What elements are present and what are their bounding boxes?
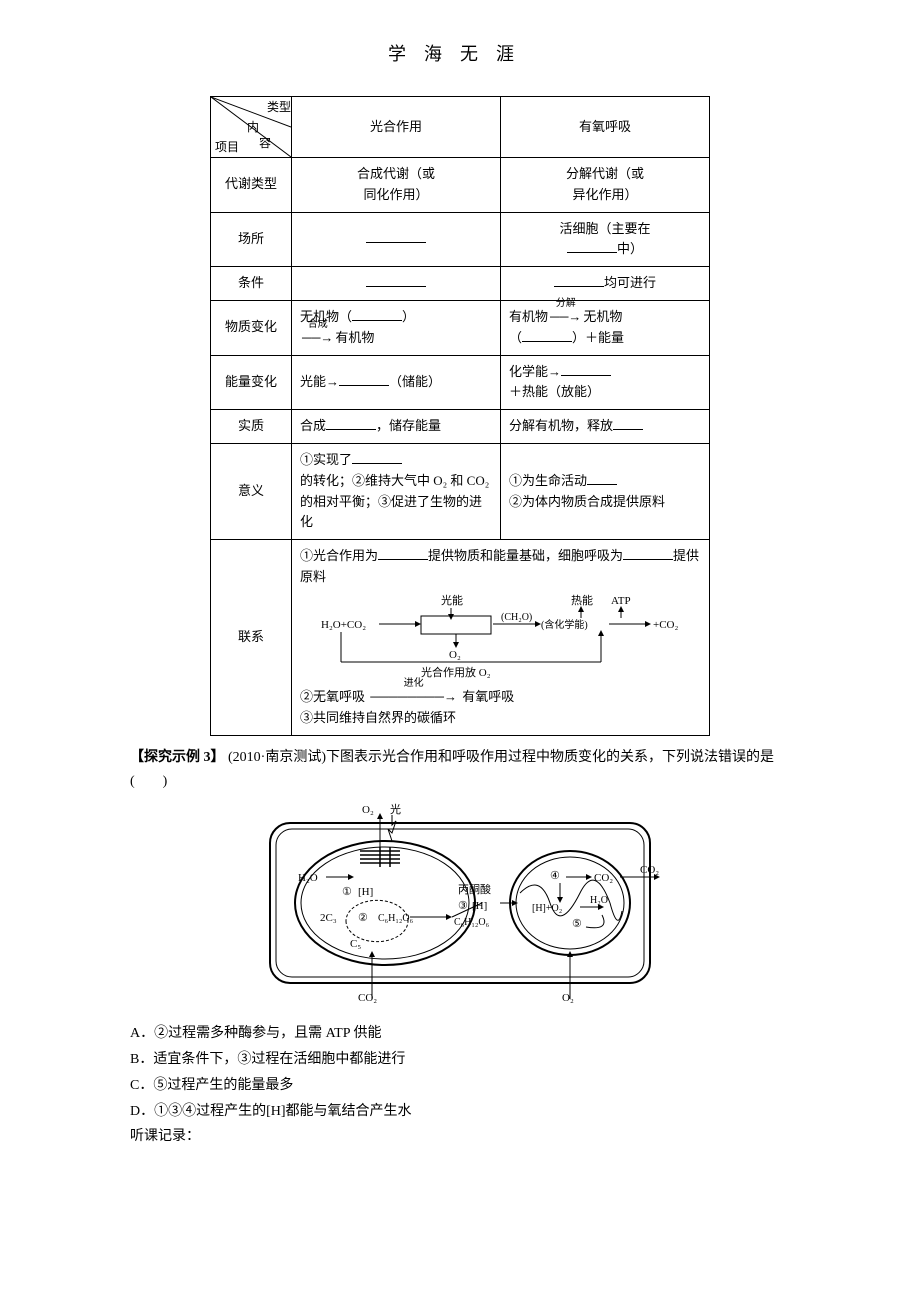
essence-c2: 分解有机物，释放	[500, 410, 709, 444]
svg-text:H₂O+CO₂: H₂O+CO₂	[321, 619, 366, 631]
svg-text:ATP: ATP	[611, 595, 631, 607]
svg-text:C₆H₁₂O₆: C₆H₁₂O₆	[378, 913, 414, 924]
svg-text:CO₂: CO₂	[358, 992, 377, 1003]
svg-text:①: ①	[342, 886, 352, 898]
svg-text:光: 光	[390, 803, 401, 816]
place-c1	[292, 212, 501, 267]
svg-text:(含化学能): (含化学能)	[541, 618, 588, 631]
cell-diagram: O₂ 光 H₂O ① [H] 2C₃ ② C₅ C₆H₁₂O₆	[130, 803, 790, 1012]
diag-top: 类型	[267, 100, 291, 114]
diag-bl: 项目	[215, 140, 239, 154]
comparison-table: 类型 内 项目 容 光合作用 有氧呼吸 代谢类型 合成代谢（或 同化作用） 分解…	[210, 96, 710, 736]
col-header-1: 光合作用	[292, 97, 501, 158]
svg-text:②: ②	[358, 912, 368, 924]
svg-text:热能: 热能	[571, 593, 593, 607]
option-a: A．②过程需多种酶参与，且需 ATP 供能	[130, 1022, 790, 1046]
svg-text:C₅: C₅	[350, 938, 361, 950]
svg-text:光能: 光能	[441, 593, 463, 607]
row-place-label: 场所	[211, 212, 292, 267]
svg-text:C₆H₁₂O₆: C₆H₁₂O₆	[454, 917, 490, 928]
question-stem: 【探究示例 3】 (2010·南京测试)下图表示光合作用和呼吸作用过程中物质变化…	[130, 746, 790, 794]
diag-mid: 内	[247, 120, 259, 134]
meaning-c2: ①为生命活动 ②为体内物质合成提供原料	[500, 443, 709, 539]
row-meaning-label: 意义	[211, 443, 292, 539]
essence-c1: 合成，储存能量	[292, 410, 501, 444]
diagonal-header: 类型 内 项目 容	[211, 97, 292, 158]
col-header-2: 有氧呼吸	[500, 97, 709, 158]
matter-c1: 无机物（） 合成──→有机物	[292, 300, 501, 355]
svg-text:CO₂: CO₂	[640, 864, 659, 876]
svg-text:[H]: [H]	[358, 886, 373, 898]
svg-text:O₂: O₂	[362, 804, 374, 816]
svg-text:O₂: O₂	[449, 649, 461, 661]
row-condition-label: 条件	[211, 267, 292, 301]
svg-text:CO₂: CO₂	[594, 872, 613, 884]
relation-cell: ①光合作用为提供物质和能量基础，细胞呼吸为提供原料 光能 热能 ATP H₂O+…	[292, 540, 710, 736]
matter-c2: 有机物分解──→无机物 （）＋能量	[500, 300, 709, 355]
metabolism-c1: 合成代谢（或 同化作用）	[292, 158, 501, 213]
energy-c2: 化学能→＋热能（放能）	[500, 355, 709, 410]
option-d: D．①③④过程产生的[H]都能与氧结合产生水	[130, 1100, 790, 1124]
listening-note: 听课记录：	[130, 1125, 790, 1149]
svg-text:⑤: ⑤	[572, 918, 582, 930]
question-block: 【探究示例 3】 (2010·南京测试)下图表示光合作用和呼吸作用过程中物质变化…	[130, 746, 790, 1149]
svg-text:H₂O: H₂O	[298, 872, 318, 884]
svg-text:2C₃: 2C₃	[320, 912, 337, 924]
place-c2: 活细胞（主要在 中）	[500, 212, 709, 267]
svg-text:(CH₂O): (CH₂O)	[501, 612, 532, 623]
option-c: C．⑤过程产生的能量最多	[130, 1074, 790, 1098]
row-essence-label: 实质	[211, 410, 292, 444]
option-b: B．适宜条件下，③过程在活细胞中都能进行	[130, 1048, 790, 1072]
condition-c2: 均可进行	[500, 267, 709, 301]
row-energy-label: 能量变化	[211, 355, 292, 410]
row-metabolism-label: 代谢类型	[211, 158, 292, 213]
page-header: 学海无涯	[130, 40, 790, 66]
svg-text:[H]+O₂: [H]+O₂	[532, 903, 562, 914]
relation-diagram: 光能 热能 ATP H₂O+CO₂	[300, 592, 701, 687]
energy-c1: 光能→（储能）	[292, 355, 501, 410]
metabolism-c2: 分解代谢（或 异化作用）	[500, 158, 709, 213]
svg-text:+CO₂: +CO₂	[653, 619, 678, 631]
options: A．②过程需多种酶参与，且需 ATP 供能 B．适宜条件下，③过程在活细胞中都能…	[130, 1022, 790, 1123]
svg-text:O₂: O₂	[562, 992, 574, 1003]
svg-text:丙酮酸: 丙酮酸	[458, 882, 491, 896]
diag-br: 容	[259, 135, 271, 150]
row-relation-label: 联系	[211, 540, 292, 736]
meaning-c1: ①实现了 的转化；②维持大气中 O₂ 和 CO₂ 的相对平衡；③促进了生物的进化	[292, 443, 501, 539]
svg-text:④: ④	[550, 870, 560, 882]
svg-text:[H]: [H]	[472, 900, 487, 912]
row-matter-label: 物质变化	[211, 300, 292, 355]
condition-c1	[292, 267, 501, 301]
svg-text:H₂O: H₂O	[590, 895, 608, 906]
